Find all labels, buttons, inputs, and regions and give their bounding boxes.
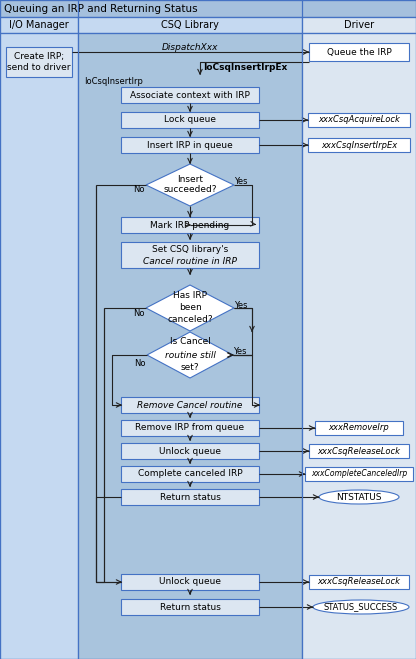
- Polygon shape: [146, 285, 234, 331]
- Bar: [308, 138, 410, 152]
- Text: xxxCsqInsertIrpEx: xxxCsqInsertIrpEx: [321, 140, 397, 150]
- Bar: [302, 33, 416, 659]
- Text: canceled?: canceled?: [167, 314, 213, 324]
- Bar: [121, 112, 259, 128]
- Text: No: No: [134, 358, 146, 368]
- Bar: [309, 444, 409, 458]
- Bar: [121, 420, 259, 436]
- Ellipse shape: [313, 600, 409, 614]
- Text: routine still: routine still: [165, 351, 215, 360]
- Text: STATUS_SUCCESS: STATUS_SUCCESS: [324, 602, 398, 612]
- Text: Yes: Yes: [234, 177, 248, 186]
- Bar: [121, 87, 259, 103]
- Text: Unlock queue: Unlock queue: [159, 577, 221, 587]
- Text: set?: set?: [181, 364, 199, 372]
- Text: Insert IRP in queue: Insert IRP in queue: [147, 140, 233, 150]
- Bar: [0, 0, 416, 17]
- Text: No: No: [133, 308, 145, 318]
- Text: No: No: [133, 185, 145, 194]
- Bar: [121, 443, 259, 459]
- Text: IoCsqInsertIrpEx: IoCsqInsertIrpEx: [203, 63, 287, 71]
- Bar: [121, 489, 259, 505]
- Text: Mark IRP pending: Mark IRP pending: [150, 221, 230, 229]
- Bar: [121, 137, 259, 153]
- Text: Return status: Return status: [160, 492, 220, 501]
- Text: I/O Manager: I/O Manager: [9, 20, 69, 30]
- Text: Set CSQ library's: Set CSQ library's: [152, 244, 228, 254]
- Text: xxxRemoveIrp: xxxRemoveIrp: [329, 424, 389, 432]
- Text: Return status: Return status: [160, 602, 220, 612]
- Text: Queue the IRP: Queue the IRP: [327, 47, 391, 57]
- Bar: [309, 43, 409, 61]
- Text: Lock queue: Lock queue: [164, 115, 216, 125]
- Bar: [305, 467, 413, 481]
- Bar: [121, 397, 259, 413]
- Text: xxxCompleteCanceledIrp: xxxCompleteCanceledIrp: [311, 469, 407, 478]
- Text: Yes: Yes: [233, 347, 247, 357]
- Bar: [121, 242, 259, 268]
- Bar: [121, 599, 259, 615]
- Text: Has IRP: Has IRP: [173, 291, 207, 301]
- Polygon shape: [147, 332, 233, 378]
- Bar: [6, 47, 72, 77]
- Bar: [0, 17, 78, 33]
- Text: Remove IRP from queue: Remove IRP from queue: [136, 424, 245, 432]
- Text: Driver: Driver: [344, 20, 374, 30]
- Bar: [0, 33, 78, 659]
- Bar: [78, 17, 302, 33]
- Text: Create IRP;: Create IRP;: [14, 51, 64, 61]
- Text: Associate context with IRP: Associate context with IRP: [130, 90, 250, 100]
- Text: xxxCsqAcquireLock: xxxCsqAcquireLock: [318, 115, 400, 125]
- Text: been: been: [178, 304, 201, 312]
- Text: Unlock queue: Unlock queue: [159, 447, 221, 455]
- Text: succeeded?: succeeded?: [163, 185, 217, 194]
- Text: IoCsqInsertIrp: IoCsqInsertIrp: [84, 78, 143, 86]
- Text: send to driver: send to driver: [7, 63, 71, 71]
- Bar: [78, 33, 302, 659]
- Text: DispatchXxx: DispatchXxx: [162, 42, 218, 51]
- Polygon shape: [146, 164, 234, 206]
- Bar: [308, 113, 410, 127]
- Bar: [309, 575, 409, 589]
- Text: xxxCsqReleaseLock: xxxCsqReleaseLock: [317, 447, 401, 455]
- Text: Is Cancel: Is Cancel: [170, 337, 210, 347]
- Ellipse shape: [319, 490, 399, 504]
- Text: Cancel routine in IRP: Cancel routine in IRP: [143, 258, 237, 266]
- Bar: [121, 574, 259, 590]
- Text: xxxCsqReleaseLock: xxxCsqReleaseLock: [317, 577, 401, 587]
- Text: Complete canceled IRP: Complete canceled IRP: [138, 469, 242, 478]
- Bar: [315, 421, 403, 435]
- Text: Insert: Insert: [177, 175, 203, 183]
- Text: Queuing an IRP and Returning Status: Queuing an IRP and Returning Status: [4, 3, 198, 13]
- Text: Remove Cancel routine: Remove Cancel routine: [137, 401, 243, 409]
- Text: CSQ Library: CSQ Library: [161, 20, 219, 30]
- Bar: [121, 217, 259, 233]
- Text: NTSTATUS: NTSTATUS: [336, 492, 382, 501]
- Text: Yes: Yes: [234, 301, 248, 310]
- Bar: [121, 466, 259, 482]
- Bar: [302, 17, 416, 33]
